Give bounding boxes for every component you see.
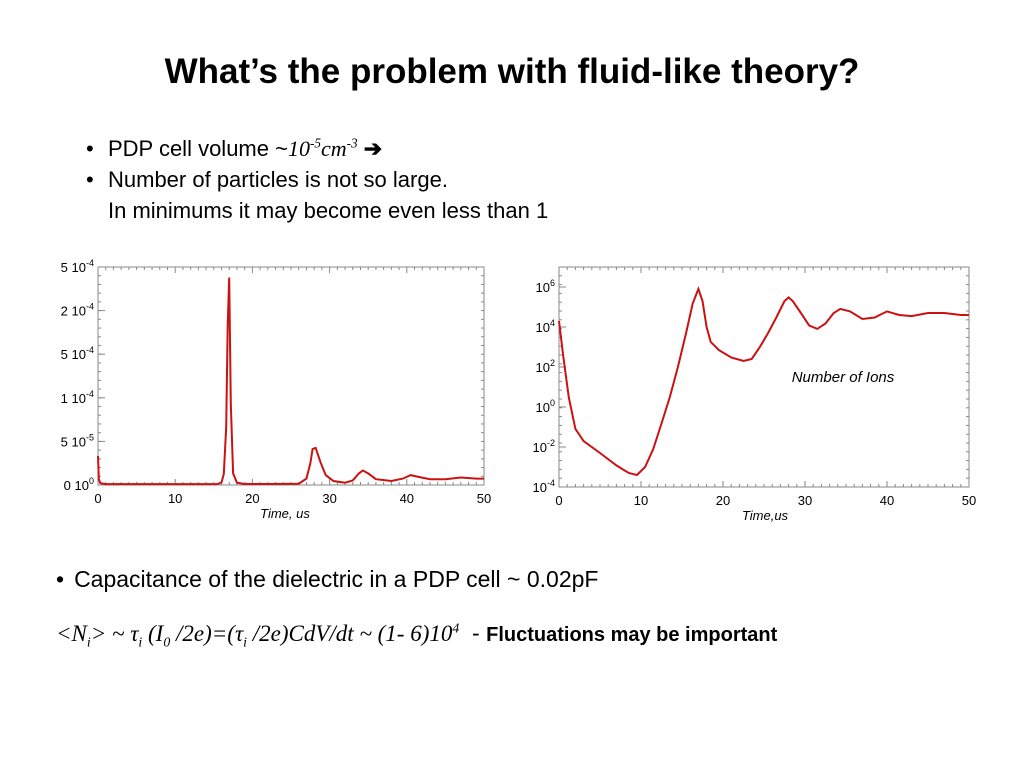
formula-separator: - [459, 620, 487, 646]
bullet-dot: • [86, 136, 94, 161]
y-tick-label: 1 10-4 [61, 389, 94, 406]
y-tick-label: 106 [536, 278, 555, 295]
bullet-dot: • [56, 566, 65, 592]
y-tick-label: 10-4 [533, 478, 555, 495]
x-axis-label: Time, us [260, 506, 310, 521]
x-tick-label: 10 [634, 493, 648, 508]
x-tick-label: 20 [245, 491, 259, 506]
bullet-dot: • [86, 166, 94, 192]
formula: <Ni> ~ τi (I0 /2e)=(τi /2e)CdV/dt ~ (1- … [56, 620, 460, 649]
formula-part: (I [142, 621, 164, 646]
chart-annotation: Number of Ions [792, 369, 895, 386]
x-axis-label: Time,us [742, 508, 789, 523]
y-tick-label: 100 [536, 398, 555, 415]
y-tick-label: 102 [536, 358, 555, 375]
bullet-list: • PDP cell volume ~10-5cm-3 ➔ • Number of … [86, 134, 548, 226]
y-tick-label: 2 10-4 [61, 302, 94, 319]
x-tick-label: 40 [880, 493, 894, 508]
formula-tau: τ [234, 621, 244, 646]
volume-base: 10 [287, 136, 310, 161]
fluctuations-note: Fluctuations may be important [486, 624, 778, 646]
formula-superscript: 4 [452, 620, 460, 636]
formula-part: /2e)CdV/dt ~ (1- 6)10 [247, 621, 453, 646]
volume-unit-exponent: -3 [346, 135, 358, 151]
x-tick-label: 50 [962, 493, 976, 508]
y-tick-label: 1.5 10-4 [60, 345, 94, 362]
capacitance-text: Capacitance of the dielectric in a PDP c… [74, 566, 599, 592]
bullet-continuation: In minimums it may become even less than… [108, 197, 549, 223]
x-tick-label: 40 [400, 491, 414, 506]
plot-frame [97, 266, 485, 486]
formula-subscript: 0 [163, 634, 171, 650]
formula-line: <Ni> ~ τi (I0 /2e)=(τi /2e)CdV/dt ~ (1- … [56, 620, 777, 651]
y-tick-label: 10-2 [533, 438, 555, 455]
formula-subscript: i [86, 634, 91, 650]
bullet-particles: • Number of particles is not so large. [86, 165, 548, 196]
y-tick-label: 2.5 10-4 [60, 258, 94, 275]
bullet-text: Number of particles is not so large. [108, 166, 448, 192]
bullet-cell-volume: • PDP cell volume ~10-5cm-3 ➔ [86, 134, 548, 165]
formula-subscript: i [243, 634, 248, 650]
formula-subscript: i [138, 634, 143, 650]
x-tick-label: 0 [555, 493, 562, 508]
formula-part: /2e)=( [170, 621, 235, 646]
series-line [558, 285, 969, 477]
formula-part: > ~ [90, 621, 131, 646]
formula-part: <N [56, 621, 87, 646]
arrow-right-icon: ➔ [363, 136, 383, 161]
volume-unit: cm [320, 136, 347, 161]
x-tick-label: 20 [716, 493, 730, 508]
x-tick-label: 30 [798, 493, 812, 508]
current-density-chart: 0 10 20 30 40 50 0 100 5 10-5 1 10-4 1.5 10-4 2 10… [60, 258, 491, 521]
x-tick-label: 50 [477, 491, 491, 506]
bullet-text: PDP cell volume ~ [108, 136, 288, 161]
x-tick-label: 0 [94, 491, 101, 506]
number-of-ions-chart: 0 10 20 30 40 50 106 104 102 100 10-2 10-4 Number o… [533, 266, 976, 523]
volume-exponent: -5 [309, 135, 321, 151]
formula-tau: τ [130, 621, 139, 646]
plot-frame [558, 266, 970, 488]
y-tick-label: 0 100 [64, 476, 94, 493]
capacitance-bullet: • Capacitance of the dielectric in a PDP … [56, 566, 598, 593]
series-line [97, 277, 484, 486]
slide-title: What’s the problem with fluid-like theor… [164, 52, 860, 91]
y-tick-label: 104 [536, 318, 555, 335]
y-tick-label: 5 10-5 [61, 432, 94, 449]
x-tick-label: 30 [322, 491, 336, 506]
x-tick-label: 10 [168, 491, 182, 506]
